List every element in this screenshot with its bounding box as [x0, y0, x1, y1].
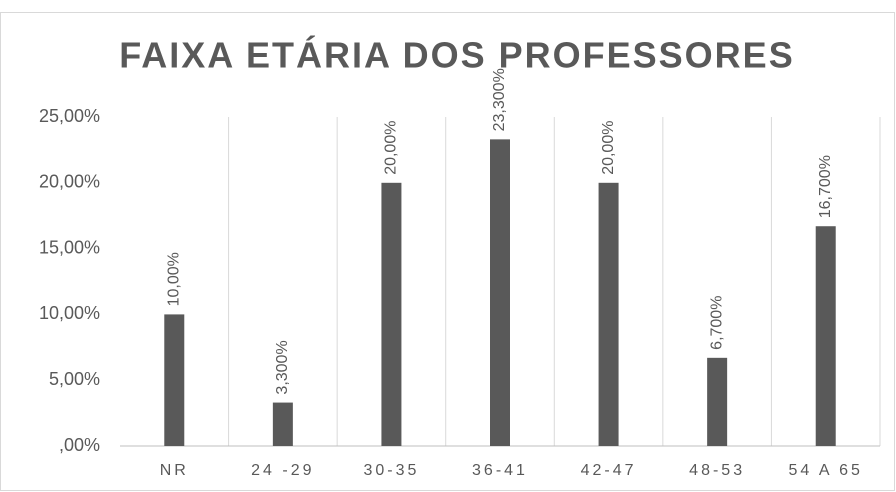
bar	[381, 182, 402, 447]
y-tick-label: 25,00%	[39, 106, 100, 126]
chart-title: FAIXA ETÁRIA DOS PROFESSORES	[119, 35, 794, 76]
bar	[707, 357, 728, 446]
y-tick-label: 20,00%	[39, 172, 100, 192]
value-label: 23,300%	[491, 68, 508, 131]
x-tick-label: 36-41	[472, 462, 528, 479]
value-label: 16,700%	[817, 155, 834, 218]
bar	[164, 314, 185, 446]
value-label: 3,300%	[274, 340, 291, 394]
y-tick-label: ,00%	[59, 435, 100, 455]
bar	[598, 182, 619, 447]
chart-frame	[0, 12, 895, 491]
x-tick-label: 42-47	[581, 462, 637, 479]
value-label: 10,00%	[166, 252, 183, 306]
x-tick-label: NR	[160, 462, 189, 479]
x-tick-label: 48-53	[689, 462, 745, 479]
y-tick-label: 10,00%	[39, 303, 100, 323]
y-tick-label: 15,00%	[39, 237, 100, 257]
value-label: 6,700%	[708, 296, 725, 350]
x-tick-label: 24 -29	[251, 462, 314, 479]
value-label: 20,00%	[383, 121, 400, 175]
value-label: 20,00%	[600, 121, 617, 175]
x-tick-label: 30-35	[363, 462, 419, 479]
x-tick-label: 54 A 65	[789, 462, 863, 479]
bar	[490, 139, 510, 446]
bar	[815, 226, 836, 446]
bar	[272, 402, 293, 446]
y-tick-label: 5,00%	[49, 369, 100, 389]
